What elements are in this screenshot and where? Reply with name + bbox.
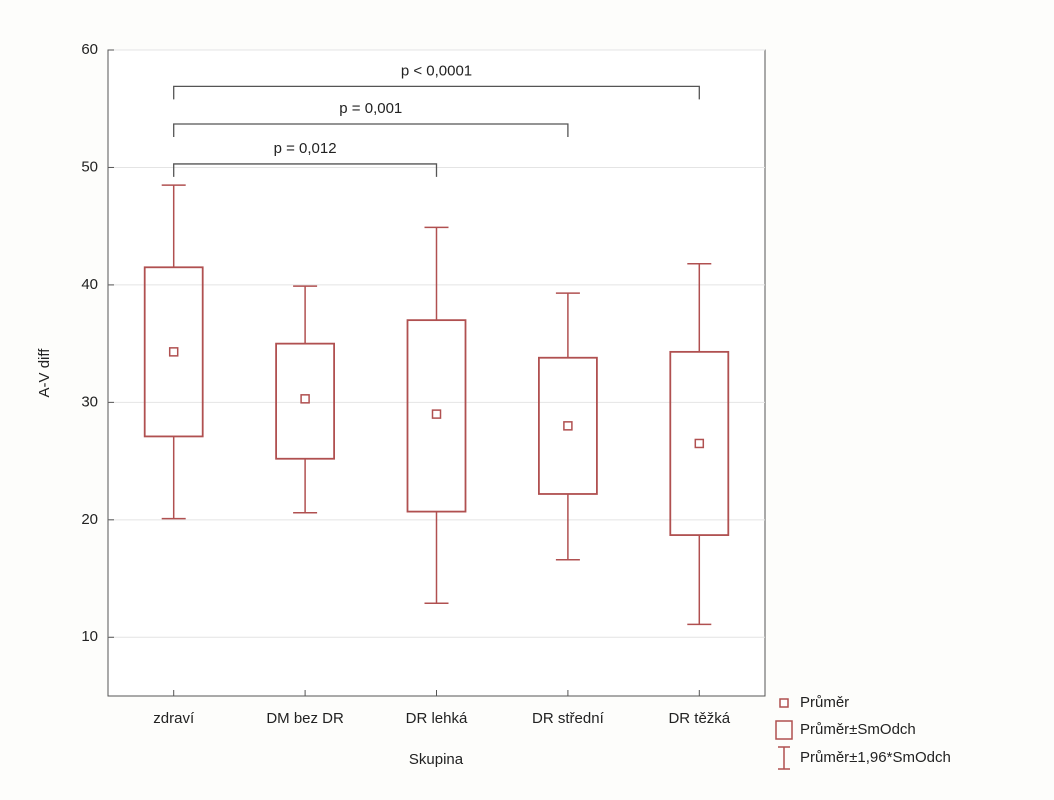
y-tick-label: 10	[81, 628, 98, 645]
box	[406, 319, 467, 513]
mean-marker	[431, 409, 442, 419]
mean-marker	[300, 394, 310, 404]
legend-mean-icon	[779, 698, 789, 708]
box	[538, 356, 598, 495]
mean-marker	[563, 421, 573, 431]
bracket	[173, 123, 569, 137]
y-tick-label: 60	[81, 41, 98, 58]
legend-label: Průměr±1,96*SmOdch	[800, 749, 951, 766]
bracket	[173, 163, 438, 177]
legend-label: Průměr±SmOdch	[800, 721, 916, 738]
x-tick-label: zdraví	[153, 710, 195, 727]
y-tick-label: 20	[81, 511, 98, 528]
mean-marker	[694, 438, 705, 449]
x-tick-label: DM bez DR	[266, 710, 344, 727]
legend-whisker-icon	[778, 746, 790, 770]
bracket-label: p = 0,012	[274, 140, 337, 157]
x-tick-label: DR střední	[532, 710, 605, 727]
legend-label: Průměr	[800, 694, 849, 711]
bracket	[173, 85, 700, 100]
box	[143, 266, 204, 438]
x-tick-label: DR lehká	[406, 710, 468, 727]
y-tick-label: 30	[81, 393, 98, 410]
y-axis-label: A-V diff	[36, 348, 53, 398]
bracket-label: p = 0,001	[339, 100, 402, 117]
y-tick-label: 50	[81, 158, 98, 175]
legend-box-icon	[775, 720, 793, 740]
x-axis-label: Skupina	[409, 751, 464, 768]
x-tick-label: DR těžká	[668, 710, 730, 727]
mean-marker	[168, 347, 179, 357]
box	[669, 350, 730, 536]
box	[275, 342, 336, 460]
y-tick-label: 40	[81, 276, 98, 293]
bracket-label: p < 0,0001	[401, 62, 472, 79]
